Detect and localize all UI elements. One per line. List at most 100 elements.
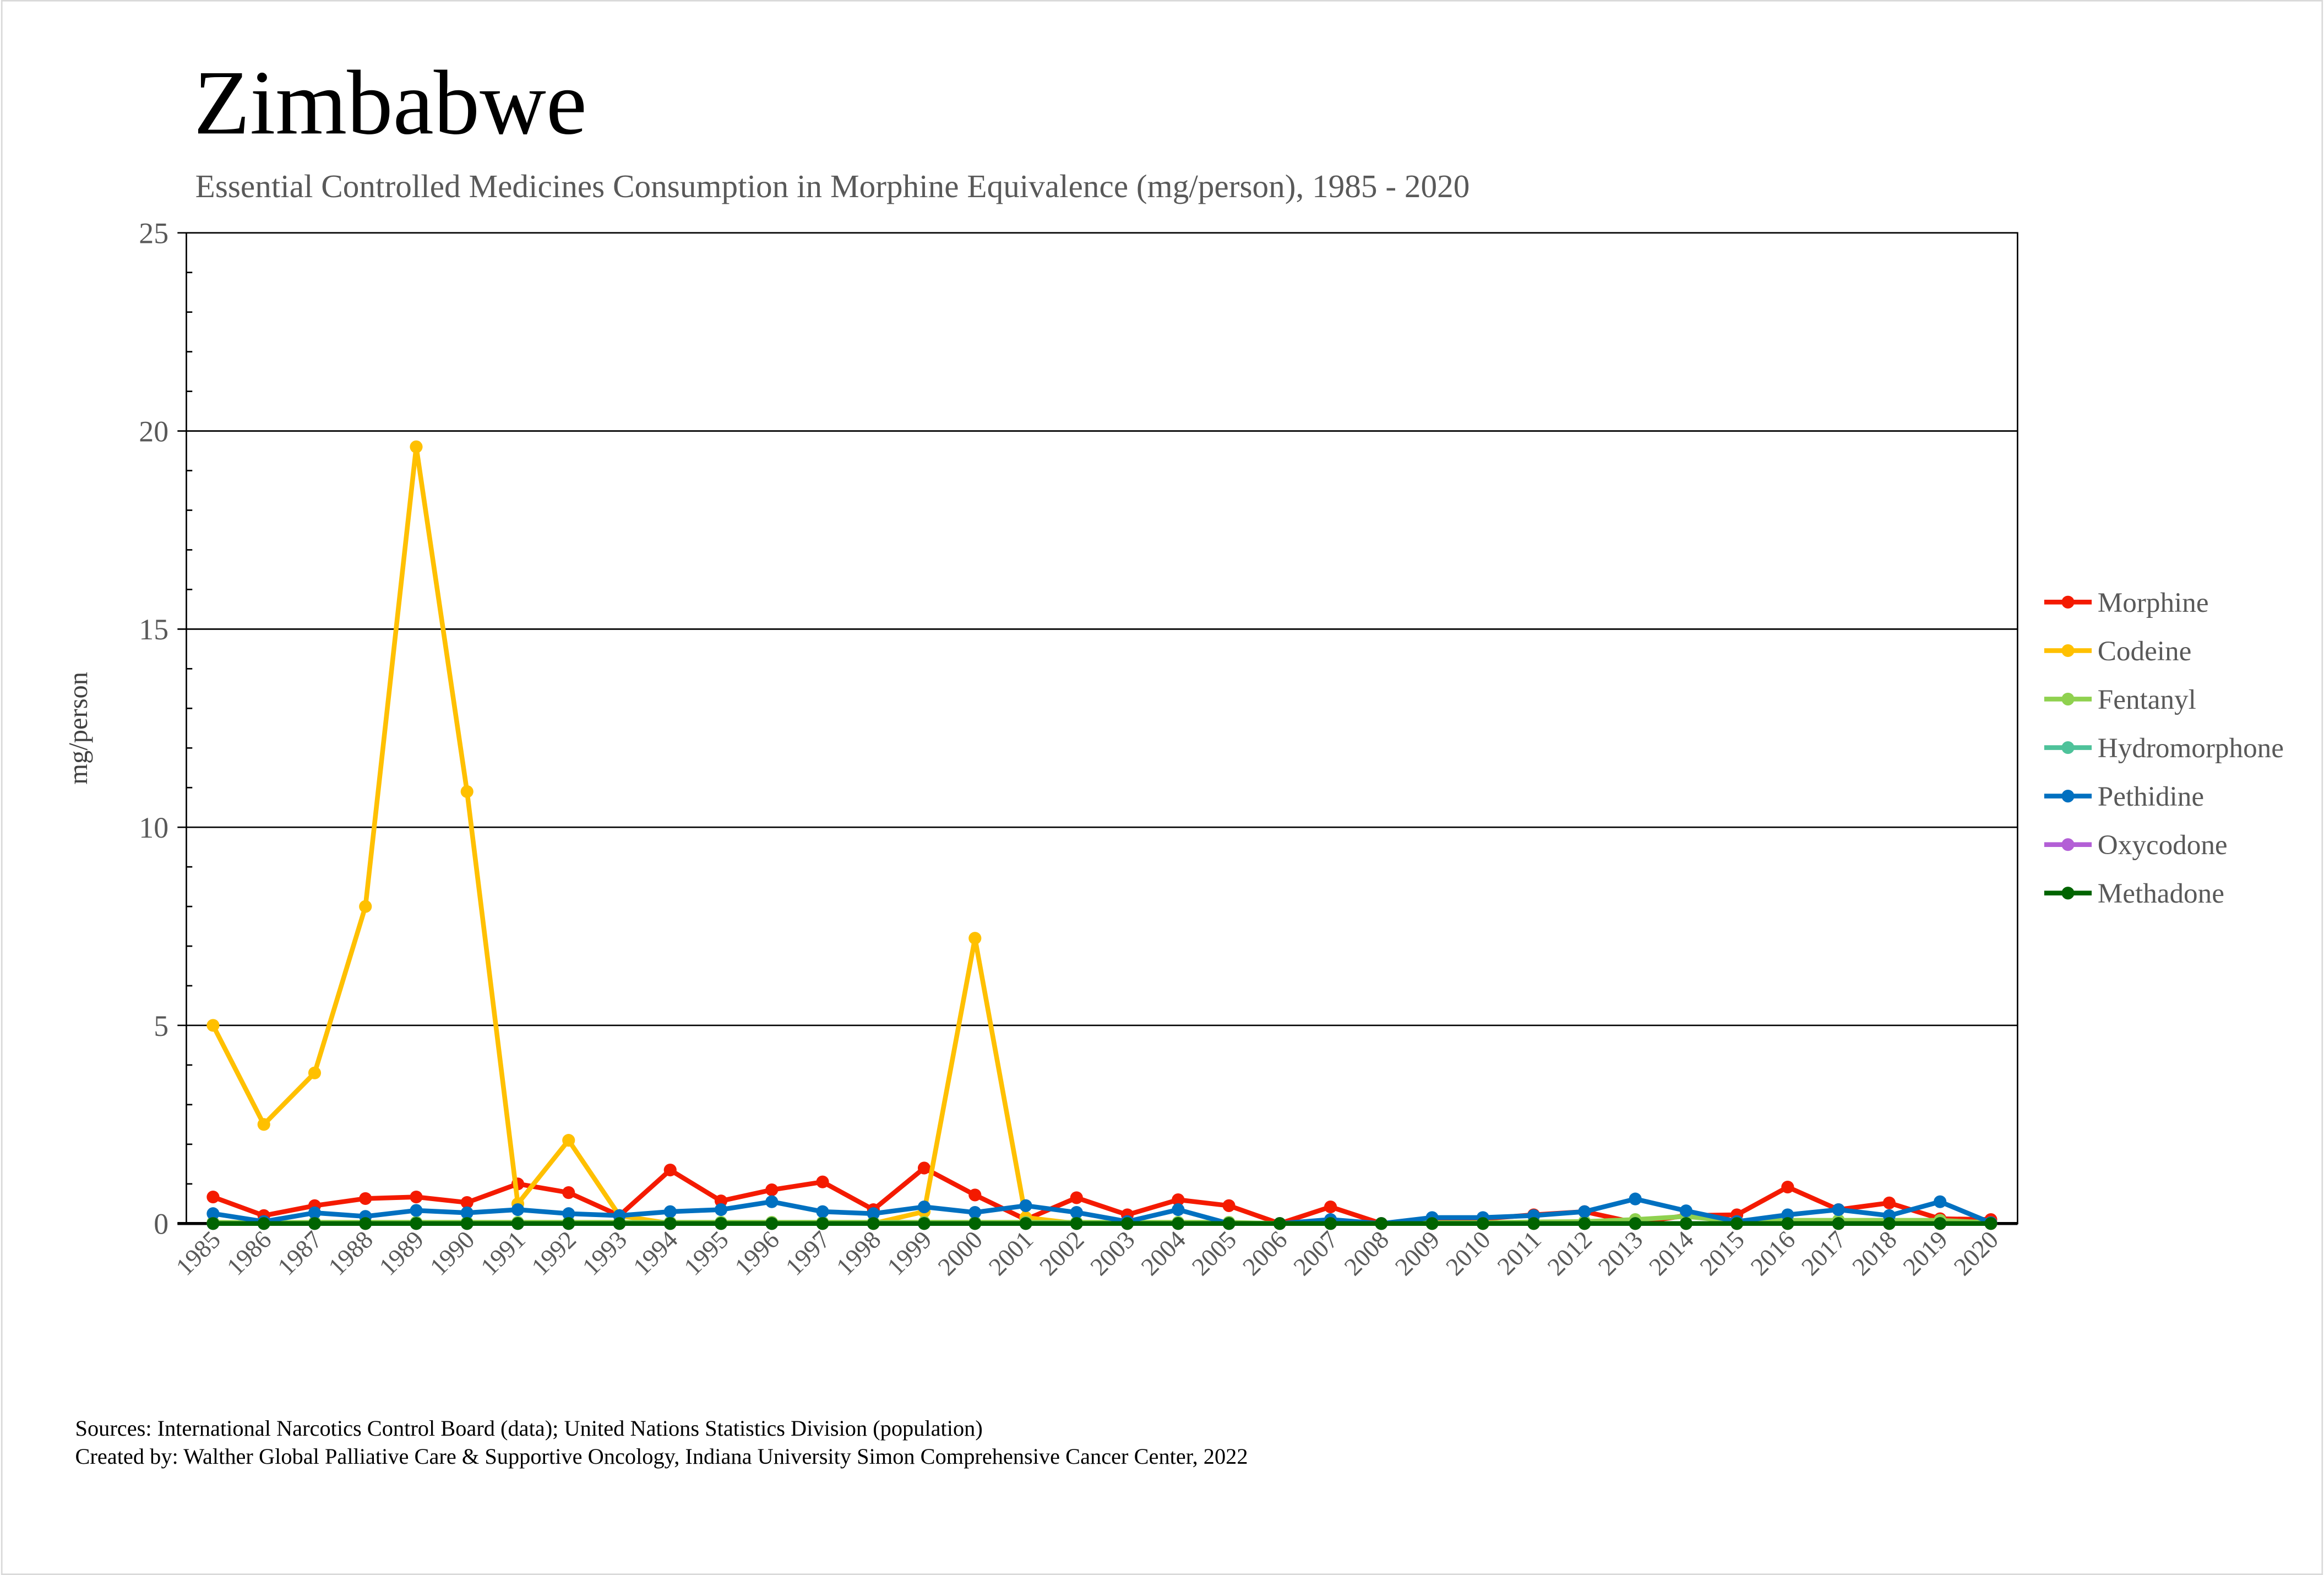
methadone-point	[1934, 1217, 1947, 1230]
legend-label: Pethidine	[2098, 781, 2204, 812]
gridlines	[186, 430, 2018, 1027]
methadone-point	[359, 1217, 372, 1230]
methadone-point	[765, 1217, 779, 1230]
legend-label: Morphine	[2098, 587, 2209, 618]
codeine-point	[968, 932, 982, 945]
pethidine-point	[816, 1205, 829, 1218]
pethidine-point	[765, 1195, 779, 1208]
morphine-point	[1882, 1196, 1896, 1209]
morphine-point	[714, 1194, 728, 1208]
methadone-point	[460, 1217, 473, 1230]
legend-swatch-marker	[2061, 595, 2075, 609]
morphine-point	[816, 1175, 829, 1188]
legend-swatch-marker	[2061, 790, 2075, 803]
legend-swatch-marker	[2061, 644, 2075, 658]
pethidine-point	[1172, 1203, 1185, 1216]
pethidine-point	[1070, 1206, 1083, 1219]
methadone-point	[867, 1217, 880, 1230]
methadone-point	[1273, 1217, 1286, 1230]
chart-subtitle: Essential Controlled Medicines Consumpti…	[195, 168, 1470, 204]
methadone-point	[1120, 1217, 1134, 1230]
methadone-point	[1578, 1217, 1591, 1230]
legend-item-pethidine: Pethidine	[2044, 781, 2204, 812]
legend-item-oxycodone: Oxycodone	[2044, 829, 2228, 861]
y-tick-label: 10	[139, 811, 168, 844]
methadone-point	[917, 1217, 931, 1230]
morphine-point	[968, 1188, 982, 1202]
legend-item-fentanyl: Fentanyl	[2044, 684, 2196, 715]
legend-item-methadone: Methadone	[2044, 878, 2224, 909]
morphine-point	[206, 1190, 220, 1204]
methadone-point	[1832, 1217, 1845, 1230]
y-tick-label: 5	[154, 1009, 168, 1042]
morphine-point	[410, 1190, 423, 1204]
morphine-point	[1324, 1200, 1337, 1214]
chart-title: Zimbabwe	[194, 52, 587, 154]
legend-item-codeine: Codeine	[2044, 636, 2191, 667]
pethidine-point	[511, 1203, 525, 1216]
pethidine-point	[308, 1206, 322, 1219]
codeine-point	[257, 1118, 270, 1131]
methadone-point	[816, 1217, 829, 1230]
methadone-point	[1629, 1217, 1642, 1230]
pethidine-point	[1578, 1205, 1591, 1218]
pethidine-line	[213, 1196, 1992, 1226]
methadone-point	[308, 1217, 322, 1230]
methadone-point	[1527, 1217, 1541, 1230]
series-group	[206, 440, 1998, 1230]
morphine-point	[765, 1183, 779, 1197]
pethidine-point	[410, 1204, 423, 1217]
pethidine-point	[1019, 1199, 1032, 1212]
legend: Morphine Codeine Fentanyl Hydromorphone Peth…	[2044, 587, 2284, 909]
morphine-point	[1070, 1191, 1083, 1204]
pethidine-point	[460, 1206, 473, 1219]
methadone-point	[1172, 1217, 1185, 1230]
pethidine-point	[1934, 1195, 1947, 1208]
pethidine-point	[562, 1207, 575, 1220]
pethidine-point	[867, 1207, 880, 1220]
methadone-point	[1781, 1217, 1794, 1230]
methadone-point	[1070, 1217, 1083, 1230]
morphine-point	[359, 1192, 372, 1205]
codeine-point	[410, 440, 423, 453]
codeine-point	[308, 1066, 322, 1079]
legend-label: Codeine	[2098, 636, 2191, 667]
methadone-point	[257, 1217, 270, 1230]
methadone-point	[1730, 1217, 1744, 1230]
pethidine-point	[1832, 1203, 1845, 1216]
series-methadone	[206, 1217, 1998, 1230]
pethidine-point	[1629, 1192, 1642, 1205]
morphine-point	[562, 1186, 575, 1199]
pethidine-point	[206, 1207, 220, 1220]
y-tick-label: 15	[139, 613, 168, 646]
pethidine-point	[917, 1200, 931, 1214]
legend-label: Fentanyl	[2098, 684, 2196, 715]
legend-label: Hydromorphone	[2098, 732, 2284, 764]
pethidine-point	[968, 1206, 982, 1219]
methadone-point	[1324, 1217, 1337, 1230]
y-axis-label: mg/person	[64, 672, 93, 785]
morphine-point	[1781, 1180, 1794, 1194]
legend-swatch-marker	[2061, 741, 2075, 754]
codeine-point	[562, 1134, 575, 1147]
methadone-point	[714, 1217, 728, 1230]
morphine-point	[1222, 1199, 1236, 1212]
methadone-point	[410, 1217, 423, 1230]
y-tick-label: 20	[139, 415, 168, 448]
methadone-point	[1984, 1217, 1998, 1230]
methadone-point	[1882, 1217, 1896, 1230]
y-tick-label: 0	[154, 1208, 168, 1241]
pethidine-point	[663, 1205, 677, 1218]
legend-item-morphine: Morphine	[2044, 587, 2209, 618]
methadone-point	[1375, 1217, 1388, 1230]
pethidine-point	[1781, 1208, 1794, 1221]
methadone-point	[206, 1217, 220, 1230]
sources-note: Sources: International Narcotics Control…	[75, 1416, 983, 1441]
methadone-point	[613, 1217, 626, 1230]
methadone-point	[1222, 1217, 1236, 1230]
created-by-note: Created by: Walther Global Palliative Ca…	[75, 1444, 1248, 1469]
legend-swatch-marker	[2061, 887, 2075, 900]
methadone-point	[1679, 1217, 1692, 1230]
methadone-point	[562, 1217, 575, 1230]
